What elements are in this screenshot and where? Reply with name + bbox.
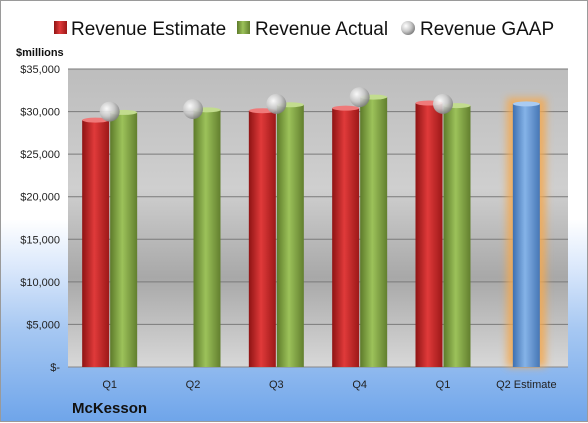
y-tick-label: $15,000 (20, 234, 60, 246)
legend-swatch-revenue-estimate (54, 21, 67, 34)
legend-label-revenue-estimate: Revenue Estimate (71, 19, 226, 40)
legend-item-revenue-estimate: Revenue Estimate (54, 19, 226, 40)
legend-label-revenue-gaap: Revenue GAAP (420, 19, 554, 40)
x-tick-label: Q1 (436, 379, 451, 391)
bar-revenue-estimate-q2 (512, 103, 540, 367)
bar-revenue-actual (193, 109, 221, 368)
x-tick-label: Q2 Estimate (496, 379, 557, 391)
bar-revenue-estimate-top (332, 105, 360, 111)
company-name: McKesson (72, 400, 147, 417)
plot-area (68, 69, 568, 367)
bar-revenue-estimate-q2-top (512, 101, 540, 107)
bar-revenue-estimate (248, 110, 276, 367)
legend-item-revenue-actual: Revenue Actual (237, 19, 388, 40)
bar-revenue-actual (276, 104, 304, 367)
legend-marker-revenue-gaap (401, 21, 415, 35)
bar-revenue-actual (360, 97, 388, 368)
legend-item-revenue-gaap: Revenue GAAP (401, 19, 554, 40)
bar-revenue-actual (443, 105, 471, 368)
y-tick-label: $30,000 (20, 107, 60, 119)
x-tick-label: Q1 (102, 379, 117, 391)
legend-swatch-revenue-actual (237, 21, 250, 34)
bar-revenue-estimate (332, 108, 360, 367)
gaap-marker (349, 87, 370, 108)
y-axis-unit-label: $millions (16, 47, 64, 59)
x-tick-label: Q2 (186, 379, 201, 391)
x-tick-label: Q4 (352, 379, 367, 391)
legend: Revenue Estimate Revenue Actual Revenue … (54, 19, 554, 40)
y-tick-label: $35,000 (20, 64, 60, 76)
gaap-marker (433, 93, 453, 114)
y-tick-label: $25,000 (20, 149, 60, 161)
bar-revenue-estimate (82, 120, 110, 367)
y-tick-label: $5,000 (26, 319, 60, 331)
y-tick-label: $20,000 (20, 192, 60, 204)
x-tick-label: Q3 (269, 379, 284, 391)
gaap-marker (99, 101, 120, 122)
bars (82, 94, 546, 368)
bar-revenue-actual (110, 112, 138, 368)
x-axis-ticks: Q1 Q2 Q3 Q4 Q1 Q2 Estimate (102, 379, 556, 391)
y-axis-ticks: $- $5,000 $10,000 $15,000 $20,000 $25,000 $30,… (20, 64, 60, 374)
gaap-marker (266, 93, 287, 114)
gridlines (68, 68, 568, 368)
y-tick-label: $10,000 (20, 277, 60, 289)
gaap-marker (183, 99, 203, 120)
y-tick-label: $- (50, 362, 60, 374)
bar-revenue-estimate-top (82, 117, 110, 123)
legend-label-revenue-actual: Revenue Actual (255, 19, 388, 40)
bar-revenue-estimate (415, 103, 443, 368)
gaap-markers (99, 87, 453, 122)
